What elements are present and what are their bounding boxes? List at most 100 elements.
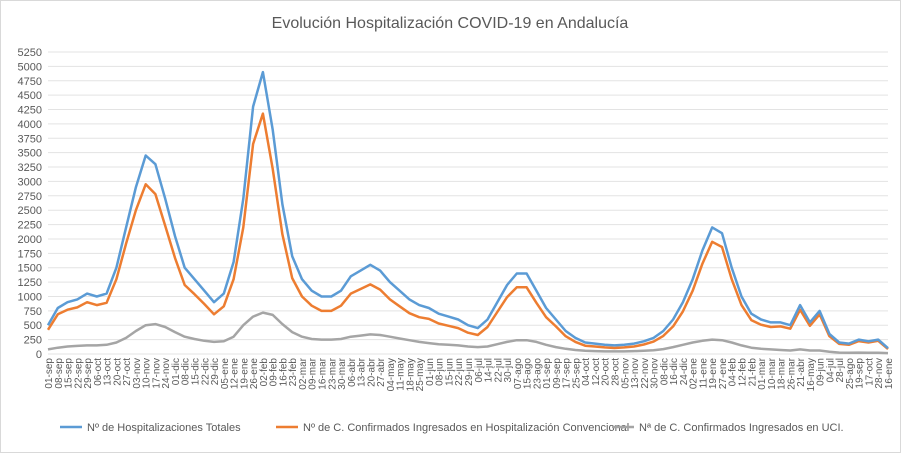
x-tick-label: 30-mar (337, 357, 348, 389)
x-tick-label: 05-nov (620, 358, 631, 389)
x-tick-label: 30-nov (650, 358, 661, 389)
x-tick-label: 01-dic (171, 358, 182, 385)
x-tick-label: 09-feb (269, 358, 280, 387)
y-tick-label: 2750 (18, 191, 42, 203)
x-tick-label: 19-ene (708, 358, 719, 390)
x-tick-label: 06-oct (93, 358, 104, 386)
x-tick-label: 22-dic (200, 358, 211, 385)
x-tick-label: 17-sep (562, 358, 573, 389)
x-tick-label: 15-ago (523, 358, 534, 390)
x-tick-label: 08-dic (659, 358, 670, 385)
x-tick-label: 04-jul (825, 358, 836, 382)
x-tick-label: 30-jul (503, 358, 514, 382)
x-tick-label: 01-sep (44, 358, 55, 389)
series-line (46, 112, 889, 351)
x-tick-label: 03-nov (132, 358, 143, 389)
y-tick-label: 1750 (18, 248, 42, 260)
y-tick-label: 3500 (18, 148, 42, 160)
x-tick-label: 13-abr (357, 357, 368, 387)
y-tick-label: 3000 (18, 176, 42, 188)
x-tick-label: 24-dic (679, 358, 690, 385)
x-tick-label: 23-mar (327, 357, 338, 389)
x-tick-label: 22-sep (73, 358, 84, 389)
x-tick-label: 17-nov (151, 358, 162, 389)
y-tick-label: 4250 (18, 105, 42, 117)
x-tick-label: 25-may (415, 358, 426, 391)
x-tick-label: 13-oct (103, 358, 114, 386)
x-tick-label: 08-jun (435, 358, 446, 386)
x-tick-label: 22-jun (454, 358, 465, 386)
x-tick-label: 04-feb (728, 358, 739, 387)
x-tick-label: 16-mar (317, 357, 328, 389)
x-tick-label: 29-sep (83, 358, 94, 389)
x-tick-label: 10-mar (767, 357, 778, 389)
y-tick-label: 2250 (18, 220, 42, 232)
x-tick-label: 28-oct (611, 358, 622, 386)
x-tick-label: 23-feb (288, 358, 299, 387)
x-tick-label: 01-sep (542, 358, 553, 389)
x-tick-label: 15-jun (444, 358, 455, 386)
x-tick-label: 29-dic (210, 358, 221, 385)
x-tick-label: 19-ene (239, 358, 250, 390)
x-tick-label: 21-feb (747, 358, 758, 387)
x-tick-label: 25-sep (571, 358, 582, 389)
x-tick-label: 05-ene (220, 358, 231, 390)
x-tick-label: 09-mar (308, 357, 319, 389)
y-tick-label: 5000 (18, 61, 42, 73)
y-tick-label: 750 (24, 306, 42, 318)
x-tick-label: 12-oct (591, 358, 602, 386)
x-tick-label: 20-abr (366, 357, 377, 387)
x-tick-label: 06-jul (474, 358, 485, 382)
x-tick-label: 26-mar (786, 357, 797, 389)
legend-label: Nª de C. Confirmados Ingresados en UCI. (639, 422, 844, 434)
y-tick-label: 2500 (18, 205, 42, 217)
x-tick-label: 01-mar (757, 357, 768, 389)
y-tick-label: 1250 (18, 277, 42, 289)
x-tick-label: 09-sep (552, 358, 563, 389)
x-tick-label: 29-jun (464, 358, 475, 386)
x-tick-label: 17-oct (864, 358, 875, 386)
x-tick-label: 02-feb (259, 358, 270, 387)
x-tick-label: 27-abr (376, 357, 387, 387)
y-tick-label: 1000 (18, 291, 42, 303)
x-tick-label: 11-may (396, 358, 407, 391)
x-tick-label: 16-feb (278, 358, 289, 387)
x-tick-label: 07-ago (513, 358, 524, 390)
y-tick-label: 250 (24, 335, 42, 347)
x-tick-label: 06-abr (347, 357, 358, 387)
x-tick-label: 01-jun (425, 358, 436, 386)
legend-label: Nº de Hospitalizaciones Totales (87, 422, 241, 434)
y-tick-label: 3750 (18, 133, 42, 145)
x-tick-label: 16-dic (669, 358, 680, 385)
x-tick-label: 13-nov (630, 358, 641, 389)
y-tick-label: 2000 (18, 234, 42, 246)
x-tick-label: 12-ene (230, 358, 241, 390)
x-tick-label: 04-may (386, 358, 397, 391)
x-tick-label: 12-feb (737, 358, 748, 387)
y-tick-label: 0 (36, 349, 42, 361)
y-tick-label: 1500 (18, 263, 42, 275)
x-tick-label: 09-jun (816, 358, 827, 386)
x-tick-label: 02-mar (298, 357, 309, 389)
x-tick-label: 15-dic (191, 358, 202, 385)
x-tick-label: 22-nov (640, 358, 651, 389)
x-tick-label: 08-dic (181, 358, 192, 385)
chart-title: Evolución Hospitalización COVID-19 en An… (272, 15, 629, 32)
y-tick-label: 3250 (18, 162, 42, 174)
x-tick-label: 28-jul (835, 358, 846, 382)
x-tick-label: 19-sep (855, 358, 866, 389)
x-tick-label: 27-ene (718, 358, 729, 390)
series-line (47, 311, 889, 355)
x-tick-label: 18-mar (777, 357, 788, 389)
y-tick-label: 4500 (18, 90, 42, 102)
x-tick-label: 26-ene (249, 358, 260, 390)
x-tick-label: 04-oct (581, 358, 592, 386)
x-tick-label: 24-nov (161, 358, 172, 389)
x-tick-label: 25-ago (845, 358, 856, 390)
y-tick-label: 4750 (18, 76, 42, 88)
x-tick-label: 02-ene (689, 358, 700, 390)
x-tick-label: 16-ene (884, 358, 895, 390)
x-tick-label: 08-sep (54, 358, 65, 389)
